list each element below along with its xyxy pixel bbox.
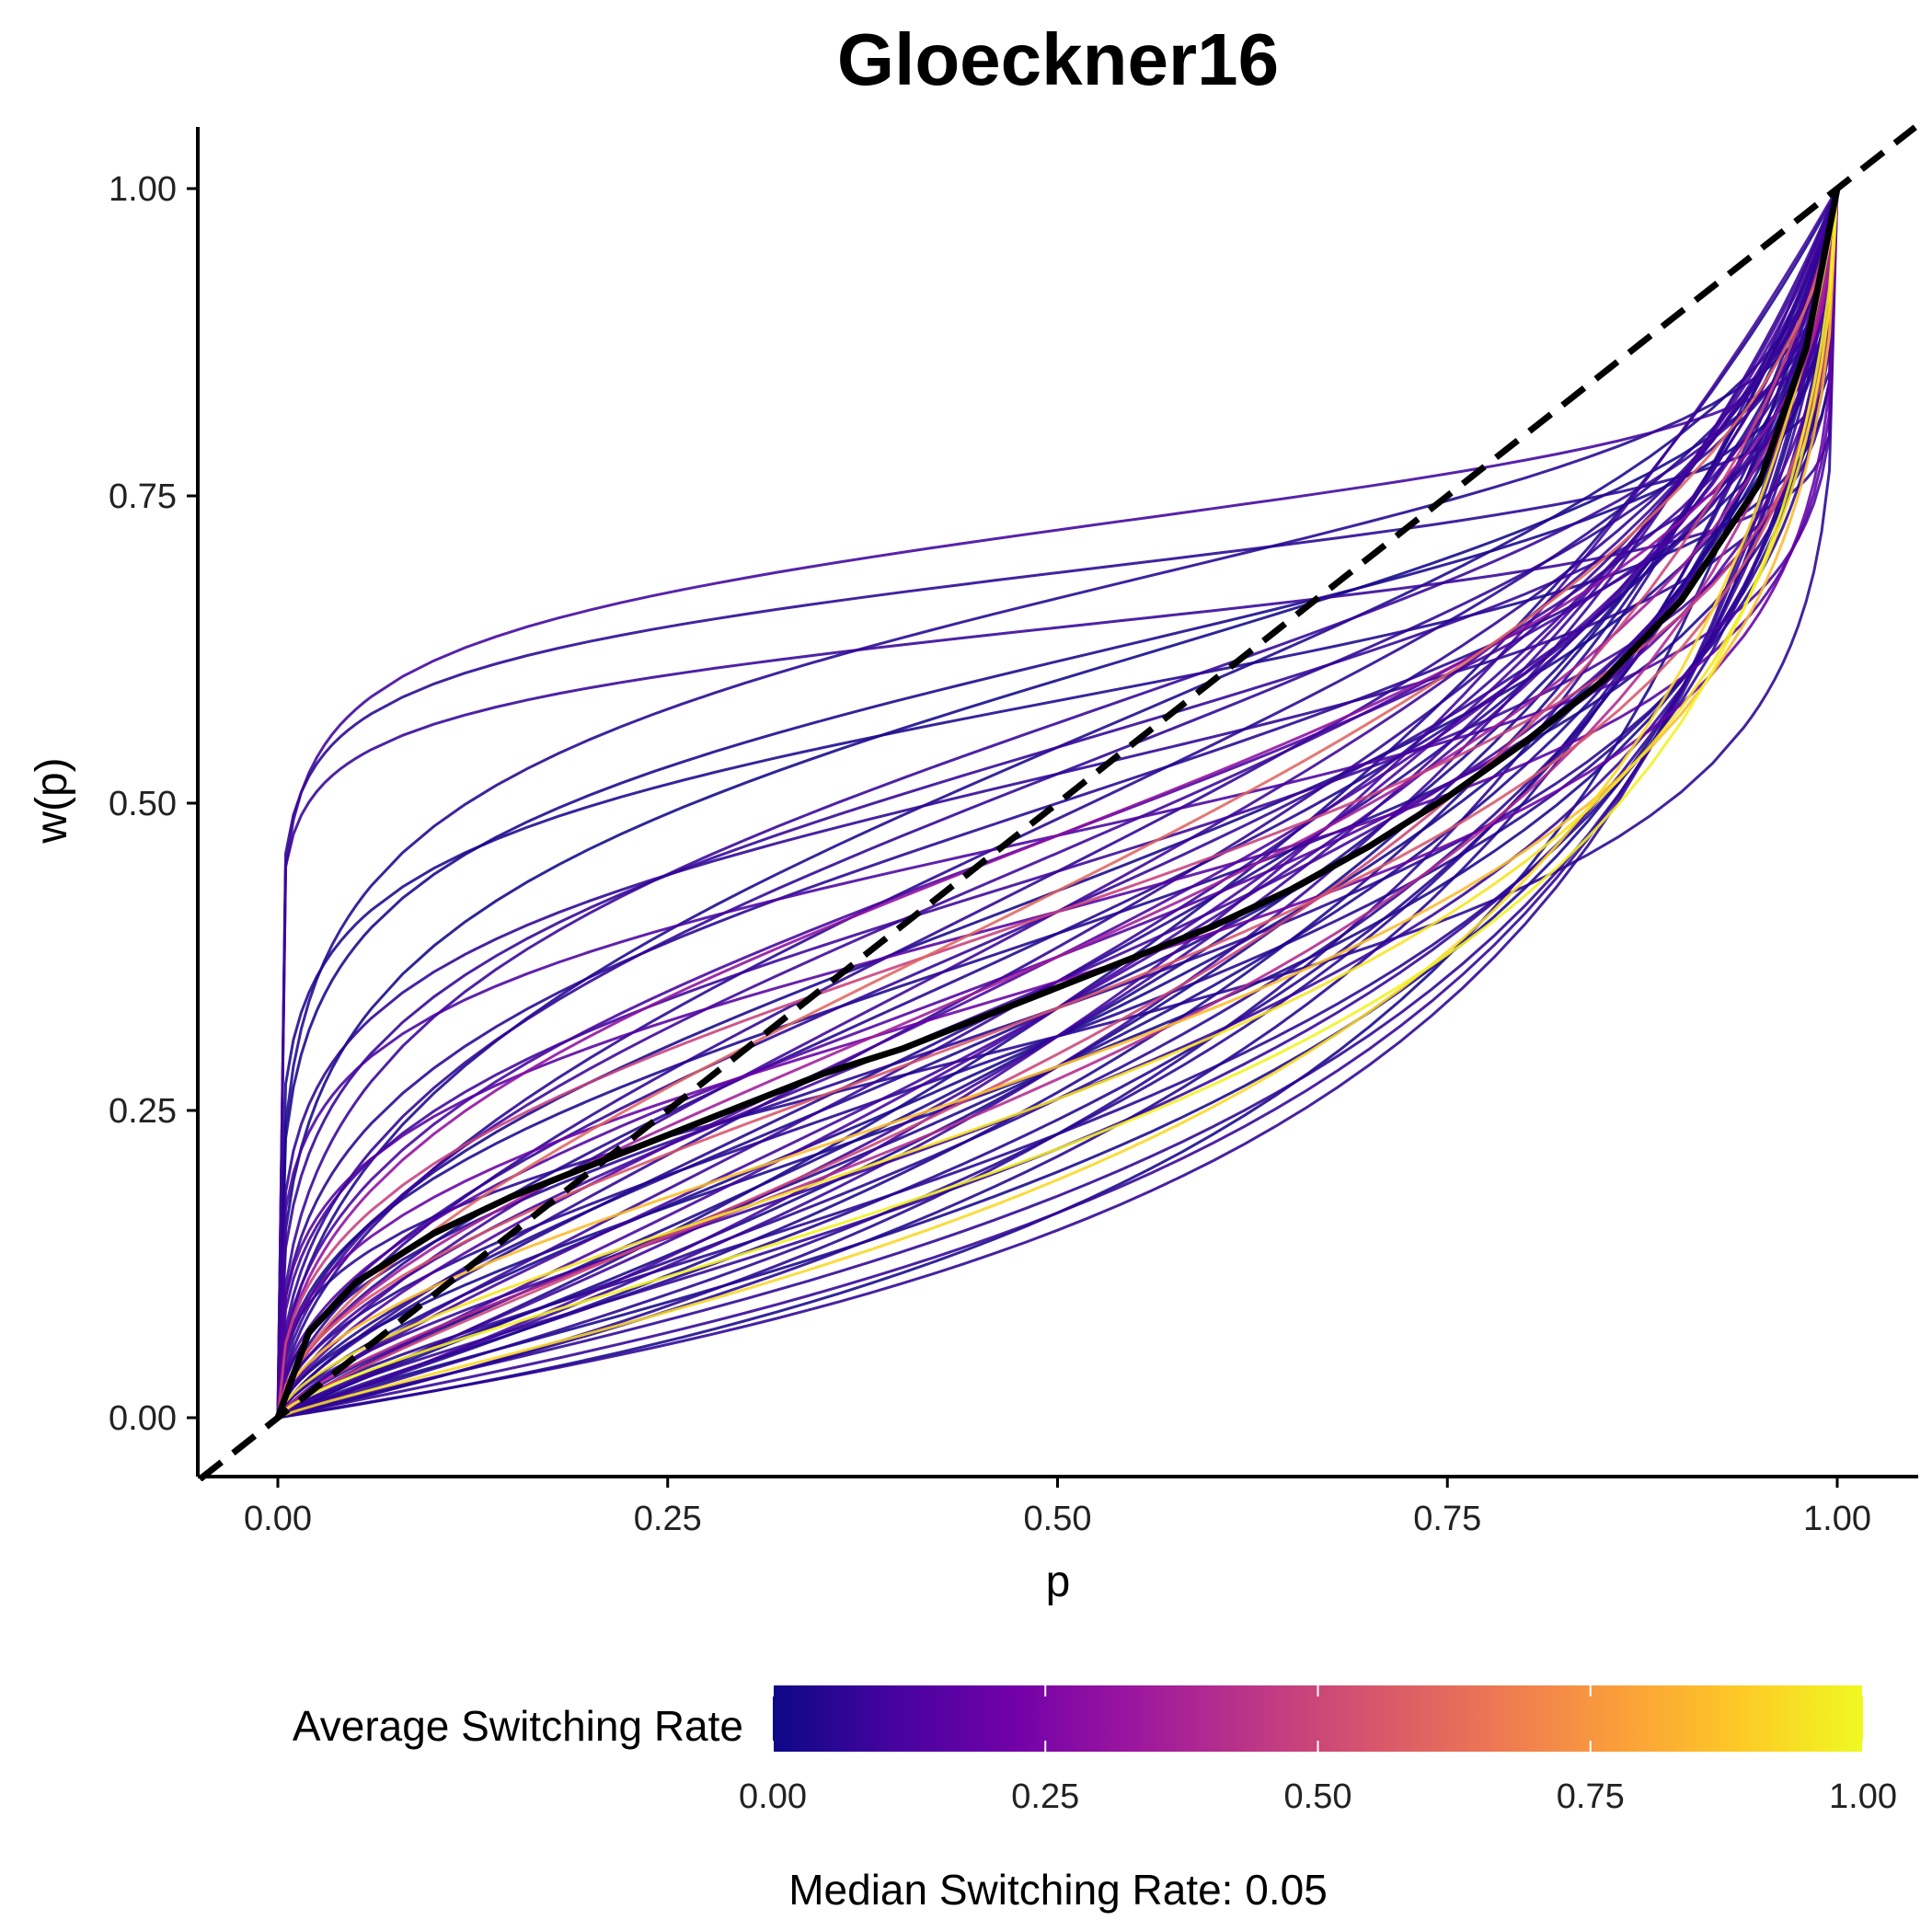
x-axis-ticks: 0.00 0.25 0.50 0.75 1.00 xyxy=(244,1477,1871,1538)
y-tick-label: 0.00 xyxy=(109,1399,177,1438)
colorbar-tick-label: 0.75 xyxy=(1557,1777,1625,1816)
participant-curve xyxy=(276,188,1839,1419)
reference-line-group xyxy=(198,124,1917,1481)
participant-curve xyxy=(277,188,1839,1420)
participant-curve xyxy=(276,188,1839,1420)
participant-curve xyxy=(276,188,1839,1419)
colorbar-tick-label: 1.00 xyxy=(1829,1777,1897,1816)
y-tick-label: 0.25 xyxy=(109,1092,177,1131)
participant-curve xyxy=(276,188,1839,1419)
colorbar-title: Average Switching Rate xyxy=(293,1702,743,1750)
participant-curve xyxy=(276,188,1839,1419)
y-tick-label: 0.75 xyxy=(109,477,177,516)
y-axis-ticks: 0.00 0.25 0.50 0.75 1.00 xyxy=(109,170,198,1438)
y-tick-label: 1.00 xyxy=(109,170,177,209)
participant-curve xyxy=(276,188,1839,1420)
x-tick-label: 0.25 xyxy=(634,1500,702,1538)
median-curve xyxy=(274,188,1841,1420)
participant-curve xyxy=(277,188,1839,1420)
participant-curve xyxy=(276,188,1839,1419)
x-tick-label: 0.75 xyxy=(1413,1500,1481,1538)
y-tick-label: 0.50 xyxy=(109,785,177,823)
median-curve-group xyxy=(274,188,1841,1420)
participant-curve xyxy=(276,188,1839,1419)
participant-curve xyxy=(276,188,1839,1419)
participant-curve xyxy=(276,188,1839,1419)
participant-curve xyxy=(277,188,1839,1420)
y-axis-title: w(p) xyxy=(28,757,76,844)
x-tick-label: 1.00 xyxy=(1803,1500,1871,1538)
x-axis-title: p xyxy=(1046,1558,1071,1606)
reference-line xyxy=(198,124,1917,1481)
participant-curve xyxy=(276,188,1839,1419)
participant-curves xyxy=(276,188,1839,1420)
x-tick-label: 0.00 xyxy=(244,1500,312,1538)
colorbar-tick-label: 0.50 xyxy=(1284,1777,1352,1816)
participant-curve xyxy=(276,188,1839,1419)
participant-curve xyxy=(276,188,1839,1419)
participant-curve xyxy=(276,188,1839,1419)
colorbar-tick-label: 0.25 xyxy=(1011,1777,1079,1816)
participant-curve xyxy=(277,188,1839,1420)
colorbar-tick-label: 0.00 xyxy=(739,1777,807,1816)
chart-title: Gloeckner16 xyxy=(837,18,1279,100)
median-caption: Median Switching Rate: 0.05 xyxy=(788,1866,1328,1914)
participant-curve xyxy=(276,188,1839,1419)
colorbar-ticks: 0.00 0.25 0.50 0.75 1.00 xyxy=(739,1685,1897,1816)
x-tick-label: 0.50 xyxy=(1024,1500,1092,1538)
